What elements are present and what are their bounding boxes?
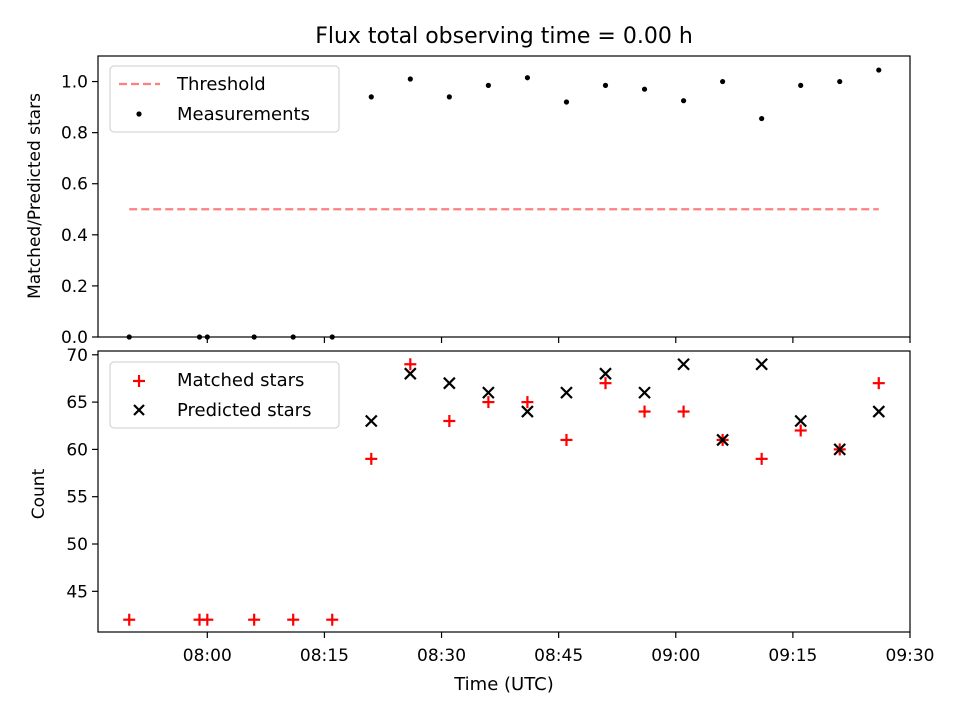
matched-point [365, 452, 378, 465]
top-y-tick-label: 0.2 [61, 277, 88, 297]
measurement-point [759, 115, 765, 122]
legend-threshold-label: Threshold [176, 74, 266, 95]
x-tick-label: 08:15 [300, 646, 349, 666]
top-y-axis-label: Matched/Predicted stars [25, 93, 45, 299]
bottom-legend: Matched stars Predicted stars [109, 361, 340, 429]
measurement-point [407, 76, 413, 82]
matched-point [123, 613, 136, 626]
matched-point [794, 424, 807, 437]
chart-title: Flux total observing time = 0.00 h [315, 24, 693, 49]
top-legend-box [109, 65, 340, 133]
predicted-point [794, 414, 807, 428]
predicted-point [404, 367, 417, 380]
matched-point [443, 415, 456, 428]
measurement-point [680, 98, 687, 104]
bottom-y-tick-label: 50 [66, 535, 88, 555]
legend-matched-label: Matched stars [177, 370, 304, 391]
measurement-point [446, 94, 452, 100]
matched-point [599, 377, 612, 390]
x-tick-label: 08:30 [417, 646, 466, 666]
predicted-point [755, 357, 768, 371]
matched-point [560, 433, 573, 446]
predicted-point [443, 376, 456, 390]
predicted-point [521, 405, 534, 418]
legend-measurements-swatch [136, 111, 142, 117]
top-y-tick-label: 1.0 [61, 73, 88, 93]
x-tick-label: 08:45 [534, 646, 583, 666]
legend-matched-swatch [133, 375, 145, 387]
measurement-point [368, 94, 374, 100]
top-y-tick-label: 0.6 [61, 175, 88, 195]
matched-point [248, 613, 261, 626]
top-y-tick-label: 0.0 [61, 328, 88, 348]
x-tick-label: 09:15 [768, 646, 817, 666]
matched-point [755, 452, 768, 465]
bottom-y-tick-label: 60 [66, 440, 88, 460]
predicted-point [677, 357, 690, 371]
measurement-point [798, 82, 804, 88]
legend-predicted-swatch [133, 404, 145, 416]
measurement-point [563, 99, 570, 105]
top-y-tick-label: 0.4 [61, 226, 88, 246]
matched-point [872, 377, 885, 390]
predicted-point [599, 367, 612, 380]
top-legend: Threshold Measurements [109, 65, 340, 133]
matched-point [326, 613, 339, 626]
count-panel: Count Time (UTC) 45 50 55 60 65 70 08:00 08:15 0… [29, 346, 935, 695]
bottom-y-tick-label: 70 [66, 346, 88, 366]
matched-point [287, 613, 300, 626]
bottom-y-axis-label: Count [29, 468, 49, 519]
measurement-point [876, 67, 882, 73]
measurement-point [641, 86, 648, 92]
ratio-panel: Flux total observing time = 0.00 h Match… [25, 24, 911, 348]
bottom-axes-frame [97, 350, 911, 633]
x-tick-label: 09:00 [651, 646, 700, 666]
predicted-point [482, 386, 495, 399]
matched-point [201, 613, 214, 626]
predicted-point [364, 414, 378, 428]
legend-predicted-label: Predicted stars [177, 400, 311, 421]
x-tick-label: 08:00 [183, 646, 232, 666]
predicted-point [716, 433, 729, 447]
measurement-point [602, 82, 609, 88]
x-tick-label: 09:30 [886, 646, 935, 666]
top-y-tick-label: 0.8 [61, 124, 88, 144]
predicted-point [638, 386, 651, 399]
legend-measurements-label: Measurements [177, 104, 310, 125]
measurement-point [720, 78, 726, 85]
bottom-y-tick-label: 45 [66, 582, 88, 602]
predicted-point [872, 405, 886, 418]
bottom-legend-box [109, 361, 340, 429]
matched-point [482, 396, 495, 409]
bottom-y-tick-label: 65 [66, 393, 88, 413]
matched-point [404, 358, 417, 371]
matched-point [677, 405, 690, 418]
x-axis-label: Time (UTC) [453, 674, 554, 695]
bottom-y-tick-label: 55 [66, 488, 88, 508]
predicted-point [560, 386, 573, 399]
top-axes-frame [97, 55, 911, 338]
matched-point [521, 396, 534, 409]
measurement-point [485, 82, 491, 88]
matched-point [638, 405, 651, 418]
measurement-point [524, 75, 531, 81]
predicted-point [833, 443, 847, 456]
measurement-point [837, 78, 843, 85]
